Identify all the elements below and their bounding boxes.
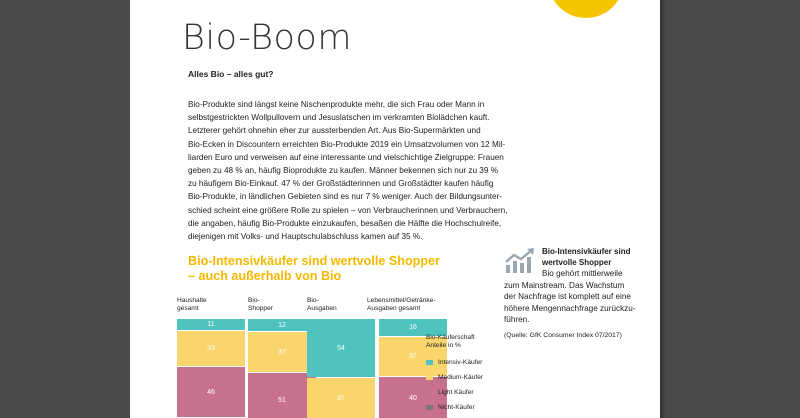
category-label-line: Haushalte xyxy=(177,297,207,304)
bar-value-label: 16 xyxy=(409,323,417,331)
legend-label: Nicht-Käufer xyxy=(438,404,475,411)
bar-value-label: 33 xyxy=(207,345,215,353)
bar-value-label: 51 xyxy=(278,396,286,404)
legend-label: Medium-Käufer xyxy=(438,374,484,381)
bar-segment-medium: 37 xyxy=(307,378,375,418)
legend-item-light: Light Käufer xyxy=(426,389,474,396)
legend-label: Intensiv-Käufer xyxy=(438,359,483,366)
legend-swatch xyxy=(426,360,433,365)
category-label-bio-shopper: Bio- Shopper xyxy=(248,297,273,314)
bar-segment-medium: 33 xyxy=(177,331,245,367)
legend-swatch xyxy=(426,405,433,410)
bar-value-label: 37 xyxy=(278,348,286,356)
bar-segment-medium: 37 xyxy=(379,336,447,377)
sidebar-text-line: führen. xyxy=(504,315,530,325)
bar-segment-intensiv: 12 xyxy=(248,319,316,332)
body-line: schied scheint eine größere Rolle zu spi… xyxy=(188,205,508,215)
page-shadow xyxy=(660,0,666,418)
bar-segment-light: 51 xyxy=(248,372,316,418)
body-line: Bio-Produkte sind längst keine Nischenpr… xyxy=(188,100,485,109)
category-label-lebensmittel: Lebensmittel/Getränke- Ausgaben gesamt xyxy=(367,297,436,314)
body-line: geben zu 48 % an, häufig Bioprodukte zu … xyxy=(188,166,498,176)
rising-chart-icon xyxy=(505,248,534,273)
body-paragraph: Bio-Produkte sind längst keine Nischenpr… xyxy=(188,98,548,243)
sidebar-text: Bio gehört mittlerweile zum Mainstream. … xyxy=(504,268,654,326)
legend-title: Bio-Käuferschaft Anteile in % xyxy=(426,334,475,351)
category-label-line: Ausgaben xyxy=(307,305,337,313)
category-label-line: Bio- xyxy=(307,297,319,304)
legend-label: Light Käufer xyxy=(438,389,474,396)
bar-segment-intensiv: 11 xyxy=(177,319,245,331)
bar-value-label: 37 xyxy=(409,352,417,360)
legend-item-medium: Medium-Käufer xyxy=(426,374,483,381)
sidebar-title-line: Bio-Intensivkäufer sind xyxy=(542,247,631,256)
body-line: Bio-Produkte, in ländlichen Gebieten sin… xyxy=(188,192,503,202)
chart-title: Bio-Intensivkäufer sind wertvolle Shoppe… xyxy=(188,254,440,284)
sidebar-text-line: der Nachfrage ist komplett auf eine xyxy=(504,292,631,302)
sidebar-title-line: wertvolle Shopper xyxy=(542,258,612,267)
sidebar-text-line: zum Mainstream. Das Wachstum xyxy=(504,280,625,290)
category-label-bio-ausgaben: Bio- Ausgaben xyxy=(307,297,337,314)
body-line: Letzterer gehört ohnehin eher zur ausste… xyxy=(188,126,481,136)
sidebar-text-line: höhere Mengennachfrage zurückzu- xyxy=(504,303,636,313)
legend-item-intensiv: Intensiv-Käufer xyxy=(426,359,482,366)
sidebar-title: Bio-Intensivkäufer sind wertvolle Shoppe… xyxy=(542,246,630,268)
legend-title-line: Anteile in % xyxy=(426,342,461,350)
chart-title-line: – auch außerhalb von Bio xyxy=(188,269,342,283)
body-line: zu häufigem Bio-Einkauf. 47 % der Großst… xyxy=(188,179,494,189)
sidebar-source: (Quelle: GfK Consumer Index 07/2017) xyxy=(504,332,622,339)
bar-value-label: 54 xyxy=(337,344,345,352)
category-label-line: Shopper xyxy=(248,305,273,313)
category-label-line: Bio- xyxy=(248,297,260,304)
bar-segment-intensiv: 16 xyxy=(379,319,447,336)
bar-segment-light: 40 xyxy=(379,377,447,418)
bar-value-label: 12 xyxy=(278,321,286,329)
category-label-line: Lebensmittel/Getränke- xyxy=(367,297,436,304)
sidebar-text-line: Bio gehört mittlerweile xyxy=(542,269,623,278)
category-label-line: Ausgaben gesamt xyxy=(367,305,421,313)
bar-segment-intensiv: 54 xyxy=(307,319,375,378)
bar-segment-medium: 37 xyxy=(248,332,316,372)
body-line: diejenigen mit Volks- und Hauptschulabsc… xyxy=(188,232,423,242)
bar-value-label: 46 xyxy=(207,388,215,396)
page-subtitle: Alles Bio – alles gut? xyxy=(188,69,274,79)
body-line: Bio-Ecken in Discountern erreichten Bio-… xyxy=(188,139,506,149)
yellow-circle-decoration xyxy=(548,0,624,18)
legend-title-line: Bio-Käuferschaft xyxy=(426,334,475,341)
body-line: die angaben, häufig Bio-Produkte einzuka… xyxy=(188,218,502,228)
chart-title-line: Bio-Intensivkäufer sind wertvolle Shoppe… xyxy=(188,254,440,268)
bar-segment-light: 46 xyxy=(177,367,245,417)
bar-value-label: 11 xyxy=(207,321,215,329)
bar-value-label: 37 xyxy=(337,394,345,402)
body-line: liarden Euro und verweisen auf eine inte… xyxy=(188,152,504,162)
document-page: Bio-Boom Alles Bio – alles gut? Bio-Prod… xyxy=(130,0,660,418)
category-label-haushalte: Haushalte gesamt xyxy=(177,297,207,314)
legend-swatch xyxy=(426,375,433,380)
category-label-line: gesamt xyxy=(177,305,199,313)
legend-swatch xyxy=(426,390,433,395)
bar-value-label: 40 xyxy=(409,395,417,403)
page-title: Bio-Boom xyxy=(182,18,352,58)
legend-item-nicht: Nicht-Käufer xyxy=(426,404,475,411)
body-line: selbstgestrickten Wollpullovern und Jesu… xyxy=(188,113,490,123)
